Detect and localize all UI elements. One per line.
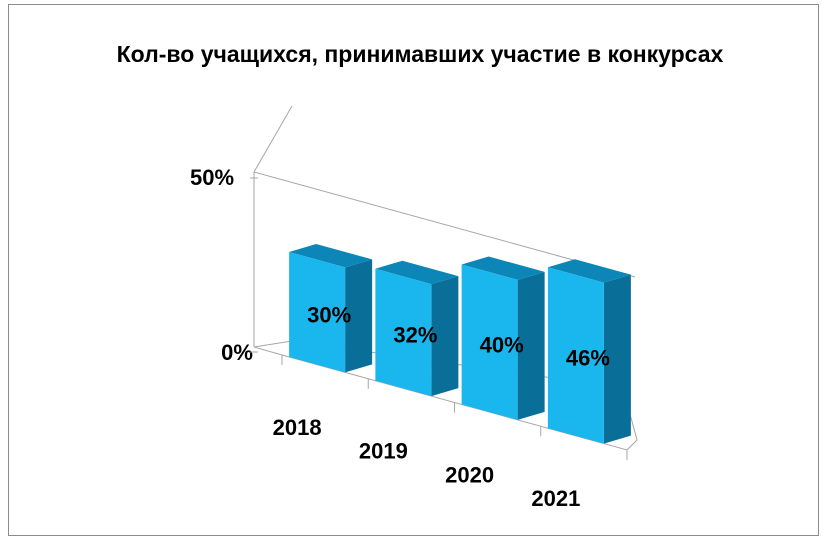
chart-title: Кол-во учащихся, принимавших участие в к… bbox=[116, 41, 724, 67]
bar-2021-top bbox=[547, 259, 631, 283]
bar-2019 bbox=[375, 268, 432, 397]
bar-2018-top bbox=[289, 243, 373, 268]
bar-2018-side bbox=[345, 259, 373, 373]
bar-2020-side bbox=[517, 271, 545, 420]
y-tick-label: 0% bbox=[221, 340, 253, 365]
bar-2021-side bbox=[603, 274, 631, 444]
bar-2019-side bbox=[431, 276, 459, 397]
data-label: 40% bbox=[480, 332, 524, 357]
x-tick-label: 2019 bbox=[359, 439, 408, 464]
bar-2020-top bbox=[461, 256, 545, 280]
bar-2018 bbox=[289, 251, 346, 373]
x-tick-label: 2020 bbox=[445, 462, 494, 487]
wall-top-edge bbox=[253, 171, 636, 278]
x-tick-label: 2021 bbox=[531, 486, 580, 511]
data-label: 30% bbox=[307, 302, 351, 327]
data-label: 46% bbox=[566, 346, 610, 371]
data-label: 32% bbox=[393, 323, 437, 348]
bar-2020 bbox=[461, 264, 518, 420]
bar-2019-top bbox=[375, 260, 459, 285]
wall-depth-edge bbox=[253, 105, 293, 173]
y-tick-label: 50% bbox=[190, 165, 234, 190]
x-tick-label: 2018 bbox=[273, 415, 322, 440]
bar-2021 bbox=[547, 267, 604, 444]
